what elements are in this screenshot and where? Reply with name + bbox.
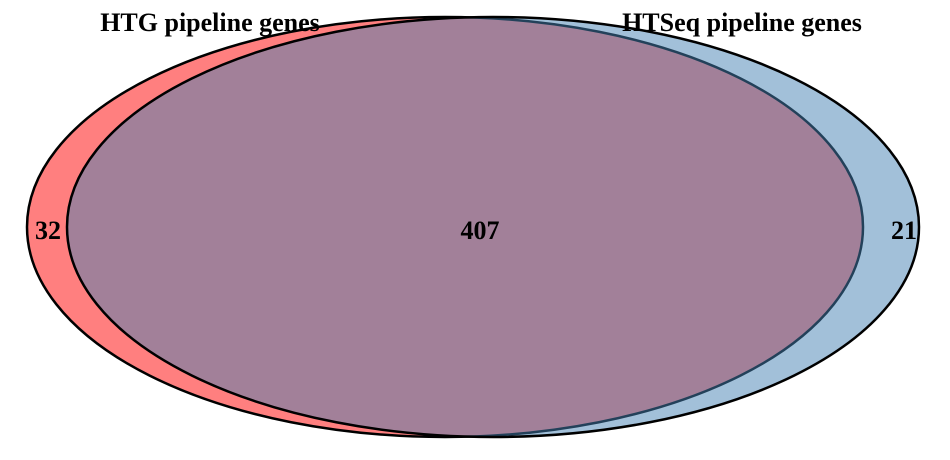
intersection-count: 407 [461,216,500,245]
htg-set-title: HTG pipeline genes [100,8,320,37]
htseq-only-count: 21 [891,216,917,245]
htseq-set-title: HTSeq pipeline genes [622,8,862,37]
htg-only-count: 32 [35,216,61,245]
htseq-set-ellipse [65,15,921,439]
